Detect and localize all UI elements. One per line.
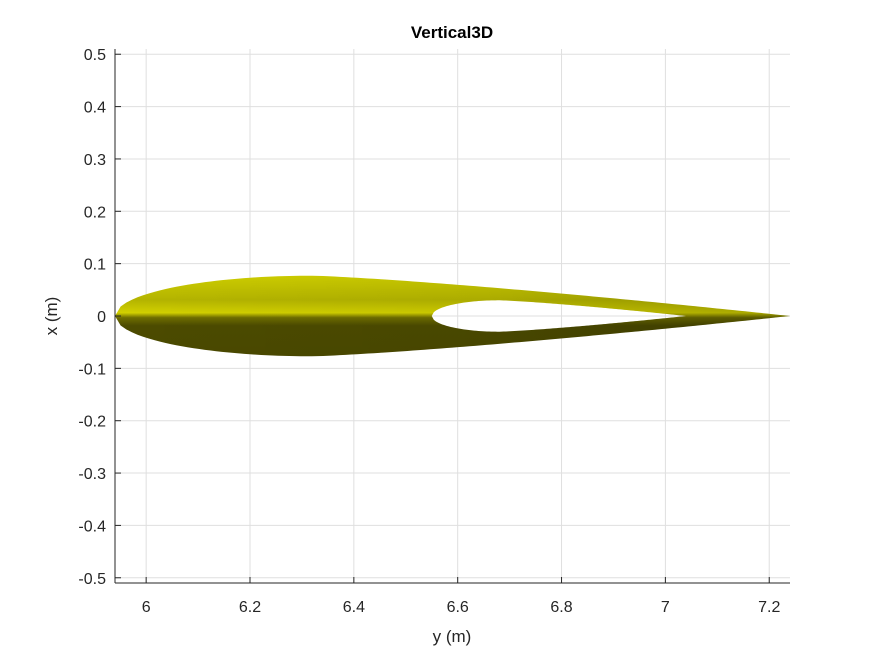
y-tick-label-4: 0.1: [84, 257, 106, 274]
y-tick-label-9: -0.4: [78, 518, 106, 535]
x-tick-label-6: 7.2: [758, 599, 780, 616]
airfoil-shading-0: [115, 275, 790, 357]
x-tick-label-1: 6.2: [239, 599, 261, 616]
grid: [115, 49, 790, 583]
x-tick-label-3: 6.6: [447, 599, 469, 616]
y-tick-label-1: 0.4: [84, 100, 106, 117]
y-tick-label-2: 0.3: [84, 152, 106, 169]
y-tick-label-8: -0.3: [78, 466, 106, 483]
series-airfoil: [115, 275, 790, 357]
x-tick-label-4: 6.8: [550, 599, 572, 616]
x-axis-ticks: 6 6.2 6.4 6.6 6.8 7 7.2: [142, 577, 780, 616]
y-tick-label-6: -0.1: [78, 361, 106, 378]
y-tick-label-5: 0: [97, 309, 106, 326]
y-axis-label: x (m): [42, 297, 61, 336]
y-tick-label-0: 0.5: [84, 47, 106, 64]
y-tick-label-7: -0.2: [78, 414, 106, 431]
x-tick-label-2: 6.4: [343, 599, 365, 616]
y-tick-label-3: 0.2: [84, 204, 106, 221]
y-axis-ticks: 0.5 0.4 0.3 0.2 0.1 0 -0.1 -0.2 -0.3 -0.4 -0.5: [78, 47, 121, 588]
x-tick-label-5: 7: [661, 599, 670, 616]
chart-title: Vertical3D: [411, 23, 493, 42]
x-tick-label-0: 6: [142, 599, 151, 616]
y-tick-label-10: -0.5: [78, 571, 106, 588]
x-axis-label: y (m): [433, 627, 472, 646]
